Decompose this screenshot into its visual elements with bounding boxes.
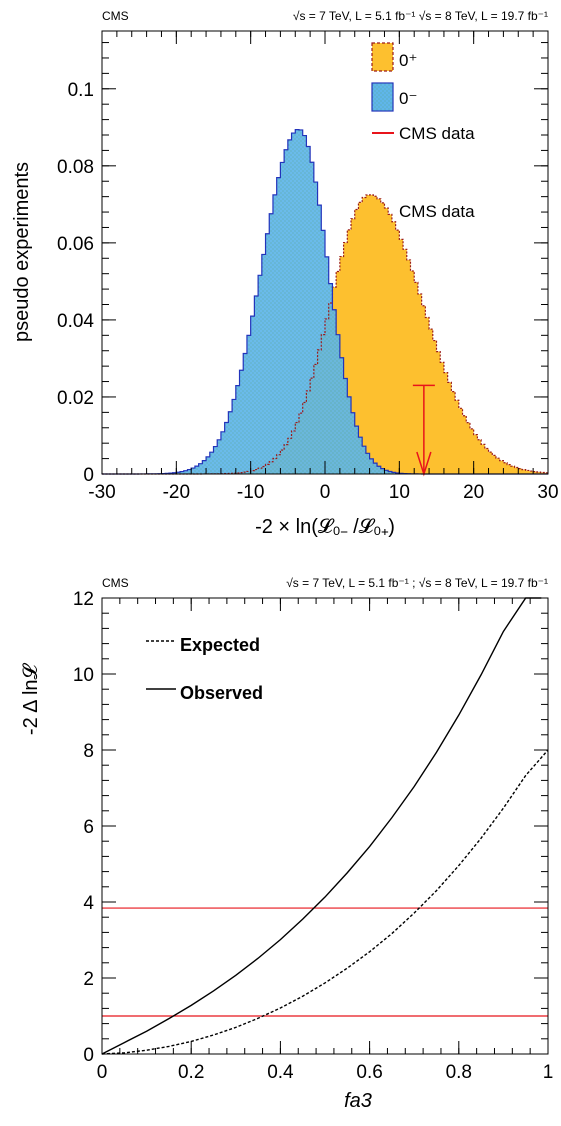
top-y-tick-label: 0.04 xyxy=(57,311,94,332)
top-x-tick-label: 30 xyxy=(537,482,558,503)
top-header-left: CMS xyxy=(102,9,129,23)
legend-label-expected: Expected xyxy=(180,635,260,655)
legend-swatch-0minus-hatch xyxy=(372,83,393,111)
bottom-y-tick-label: 8 xyxy=(83,741,94,762)
bottom-y-tick-label: 0 xyxy=(83,1045,94,1066)
legend-item-0minus: 0⁻ xyxy=(371,82,417,112)
top-y-tick-label: 0 xyxy=(83,465,94,486)
top-x-tick-label: -20 xyxy=(163,482,190,503)
top-x-tick-label: -10 xyxy=(237,482,264,503)
top-y-tick-label: 0.06 xyxy=(57,234,94,255)
top-y-axis-title: pseudo experiments xyxy=(11,162,33,342)
legend-label-0plus: 0⁺ xyxy=(399,51,417,70)
bottom-x-tick-label: 0.4 xyxy=(267,1062,294,1083)
top-x-axis-title: -2 × ln(𝓛₀₋ /𝓛₀₊) xyxy=(255,516,395,538)
legend-item-expected: Expected xyxy=(146,635,260,655)
bottom-y-tick-label: 10 xyxy=(73,665,94,686)
top-y-tick-label: 0.08 xyxy=(57,157,94,178)
top-y-tick-label: 0.1 xyxy=(68,80,94,101)
legend-swatch-0plus xyxy=(371,42,394,72)
bottom-legend: Expected Observed xyxy=(146,635,263,703)
legend-item-cms-data: CMS data xyxy=(372,124,475,143)
bottom-x-tick-label: 0.6 xyxy=(356,1062,382,1083)
top-header-right: √s = 7 TeV, L = 5.1 fb⁻¹ √s = 8 TeV, L =… xyxy=(293,9,548,23)
bottom-header-right: √s = 7 TeV, L = 5.1 fb⁻¹ ; √s = 8 TeV, L… xyxy=(286,576,548,590)
bottom-y-tick-label: 12 xyxy=(73,589,94,610)
legend-label-0minus: 0⁻ xyxy=(399,89,417,108)
bottom-y-tick-label: 4 xyxy=(83,893,94,914)
top-x-tick-label: 0 xyxy=(320,482,331,503)
distribution-chart: -30 -20 -10 0 10 20 30 0 0.02 0.04 0.06 0.08 0.1 CMS… xyxy=(11,9,559,538)
series-expected-line xyxy=(101,749,549,1055)
series-observed-line xyxy=(101,597,542,1055)
top-x-tick-label: -30 xyxy=(88,482,115,503)
bottom-x-tick-label: 0.2 xyxy=(178,1062,204,1083)
legend-item-observed: Observed xyxy=(146,683,263,703)
top-y-tick-label: 0.02 xyxy=(57,388,94,409)
bottom-y-axis-title: -2 Δ ln𝓛 xyxy=(20,662,42,735)
legend-item-0plus: 0⁺ xyxy=(371,42,417,72)
bottom-y-tick-label: 2 xyxy=(83,969,94,990)
distribution-plot-area: -30 -20 -10 0 10 20 30 0 0.02 0.04 0.06 0.08 0.1 xyxy=(57,30,559,503)
top-legend: 0⁺ 0⁻ CMS data CMS data xyxy=(371,42,475,221)
bottom-header-left: CMS xyxy=(102,576,129,590)
legend-label-observed: Observed xyxy=(180,683,263,703)
bottom-x-tick-label: 0.8 xyxy=(446,1062,472,1083)
bottom-x-tick-label: 0 xyxy=(97,1062,108,1083)
legend-label-cms-data: CMS data xyxy=(399,124,475,143)
top-x-tick-label: 10 xyxy=(389,482,410,503)
bottom-y-tick-label: 6 xyxy=(83,817,94,838)
bottom-x-tick-label: 1 xyxy=(543,1062,554,1083)
top-x-tick-label: 20 xyxy=(463,482,484,503)
bottom-x-axis-title: fa3 xyxy=(344,1090,372,1112)
legend-note-cms-data: CMS data xyxy=(399,202,475,221)
series-0minus-hatch xyxy=(102,129,548,474)
